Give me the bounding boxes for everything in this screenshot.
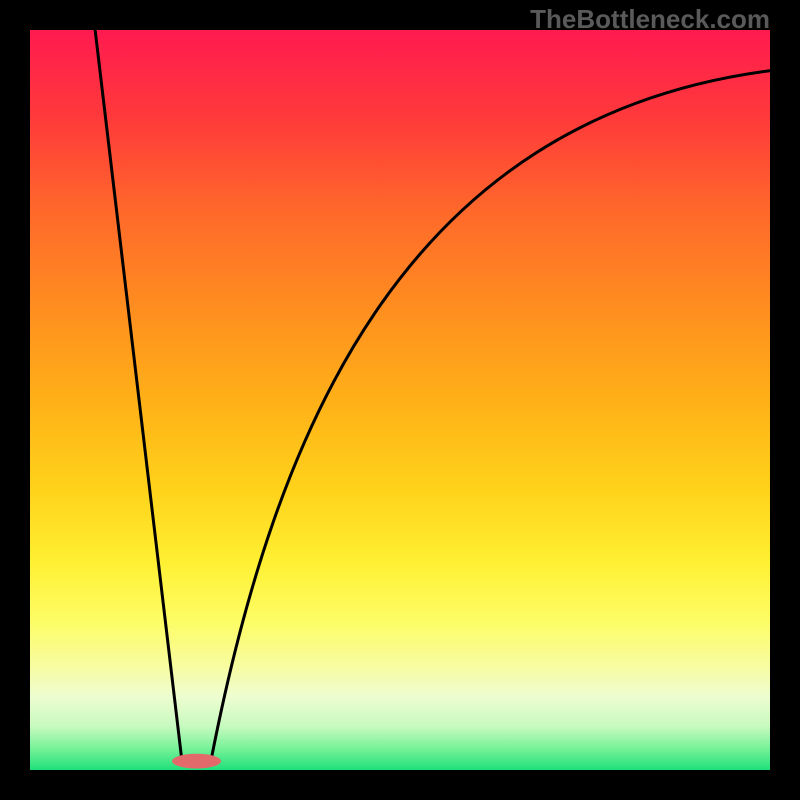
- gradient-background: [30, 30, 770, 770]
- plot-area: [30, 30, 770, 770]
- plot-svg: [30, 30, 770, 770]
- bottleneck-marker: [172, 754, 221, 769]
- watermark-text: TheBottleneck.com: [530, 4, 770, 35]
- chart-container: TheBottleneck.com: [0, 0, 800, 800]
